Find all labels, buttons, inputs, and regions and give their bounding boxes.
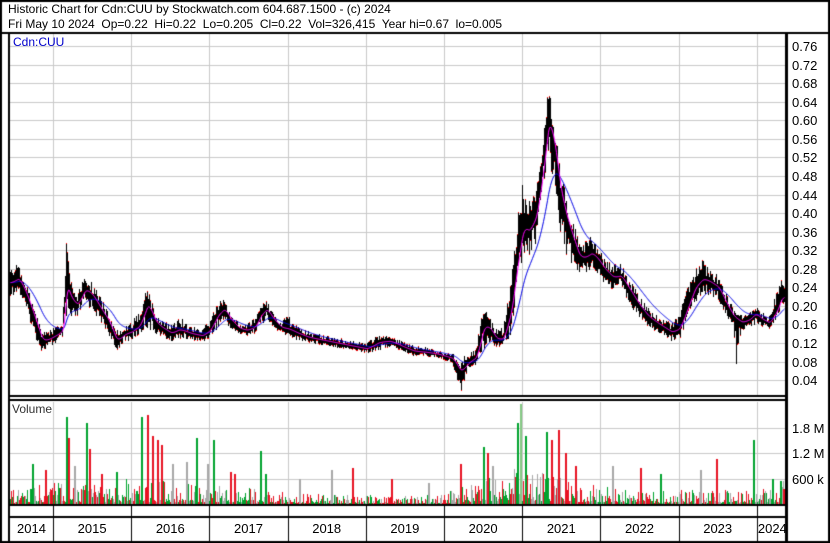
price-tick-label: 0.60 (792, 113, 818, 129)
price-tick-label: 0.24 (792, 280, 818, 296)
year-label: 2020 (468, 521, 498, 536)
price-tick-label: 0.16 (792, 317, 818, 333)
year-label: 2024 (757, 521, 787, 536)
price-tick-label: 0.36 (792, 224, 818, 240)
price-tick-label: 0.32 (792, 243, 818, 259)
volume-tick-label: 600 k (792, 471, 824, 487)
year-label: 2019 (390, 521, 420, 536)
price-tick-label: 0.56 (792, 131, 818, 147)
year-label: 2016 (155, 521, 185, 536)
year-label: 2023 (703, 521, 733, 536)
price-tick-label: 0.48 (792, 168, 818, 184)
price-tick-label: 0.76 (792, 39, 818, 54)
price-tick-label: 0.40 (792, 206, 818, 222)
price-tick-label: 0.12 (792, 336, 818, 351)
year-label: 2014 (17, 521, 46, 536)
price-tick-label: 0.72 (792, 57, 818, 73)
volume-tick-label: 1.8 M (792, 420, 825, 436)
year-label: 2022 (625, 521, 654, 536)
price-tick-label: 0.68 (792, 76, 818, 92)
price-tick-label: 0.64 (792, 94, 818, 110)
price-tick-label: 0.20 (792, 298, 818, 314)
price-tick-label: 0.04 (792, 373, 818, 389)
price-tick-label: 0.28 (792, 261, 818, 277)
price-tick-label: 0.44 (792, 187, 818, 203)
year-label: 2018 (312, 521, 342, 536)
price-tick-label: 0.52 (792, 150, 818, 166)
volume-tick-label: 1.2 M (792, 446, 825, 461)
year-label: 2017 (234, 521, 263, 536)
header-line-2: Fri May 10 2024 Op=0.22 Hi=0.22 Lo=0.205… (8, 17, 503, 31)
header-line-1: Historic Chart for Cdn:CUU by Stockwatch… (8, 2, 391, 16)
symbol-label: Cdn:CUU (13, 35, 65, 49)
price-tick-label: 0.08 (792, 354, 818, 370)
year-label: 2021 (546, 521, 576, 536)
volume-panel-label: Volume (12, 402, 53, 416)
year-label: 2015 (77, 521, 107, 536)
